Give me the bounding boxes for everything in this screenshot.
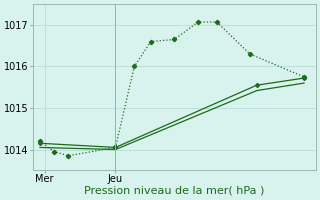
X-axis label: Pression niveau de la mer( hPa ): Pression niveau de la mer( hPa ) bbox=[84, 186, 265, 196]
